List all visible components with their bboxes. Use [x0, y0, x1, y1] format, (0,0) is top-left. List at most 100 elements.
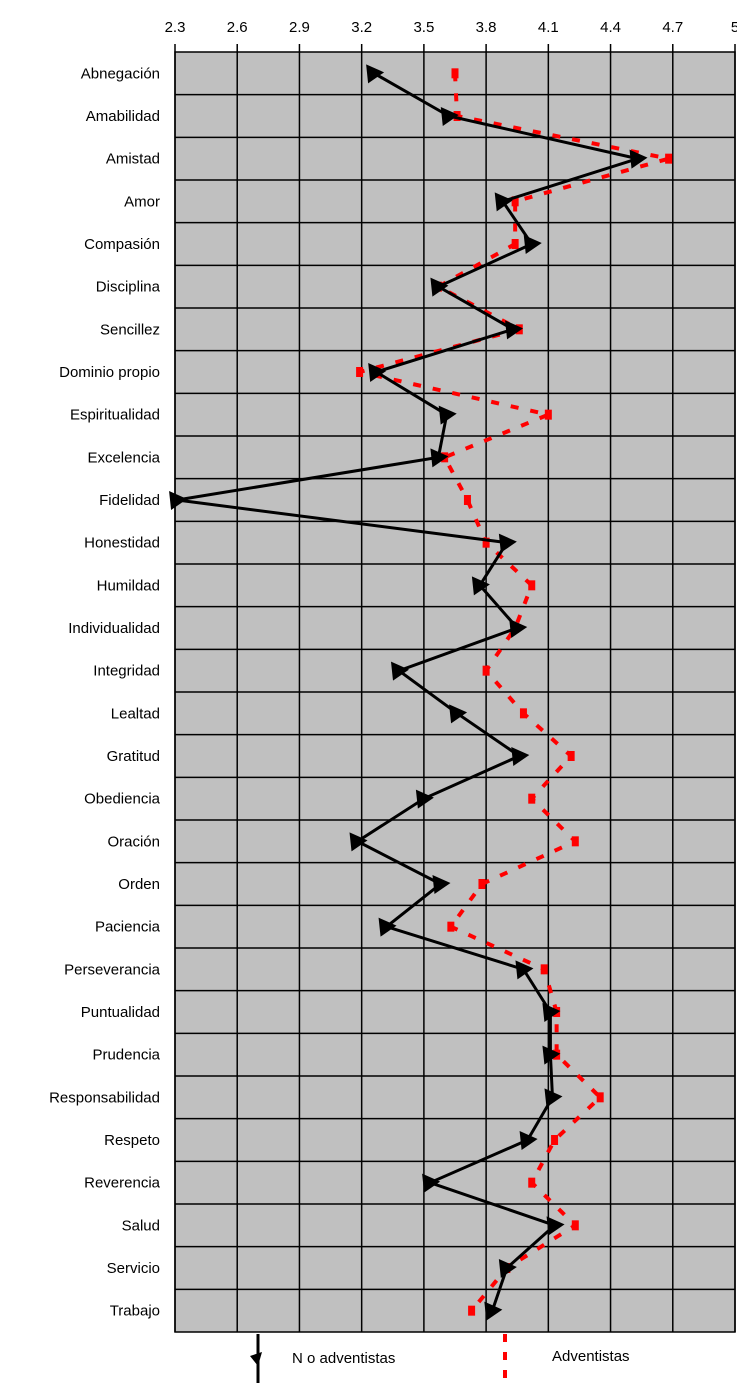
category-label-11: Honestidad	[84, 535, 160, 552]
series-line-adventistas	[359, 73, 670, 1312]
category-label-8: Espiritualidad	[70, 407, 160, 424]
x-tick-label-3: 3.2	[351, 19, 372, 36]
point-adventistas-29	[468, 1305, 476, 1316]
category-label-2: Amistad	[106, 151, 160, 168]
point-adventistas-10	[463, 495, 471, 505]
point-no-adventistas-18	[349, 832, 368, 852]
point-no-adventistas-2	[629, 149, 648, 169]
category-label-26: Reverencia	[84, 1175, 161, 1192]
x-tick-label-6: 4.1	[538, 19, 559, 36]
point-no-adventistas-26	[422, 1173, 441, 1193]
point-adventistas-26	[528, 1177, 536, 1188]
point-no-adventistas-6	[505, 320, 524, 340]
point-no-adventistas-23	[542, 1045, 561, 1065]
point-adventistas-24	[596, 1092, 604, 1103]
category-label-0: Abnegación	[81, 65, 160, 82]
point-no-adventistas-0	[366, 64, 385, 84]
x-tick-label-8: 4.7	[662, 19, 683, 36]
x-tick-label-2: 2.9	[289, 19, 310, 36]
category-label-16: Gratitud	[107, 748, 160, 765]
x-tick-label-4: 3.5	[413, 19, 434, 36]
category-label-3: Amor	[124, 193, 160, 210]
point-no-adventistas-27	[546, 1216, 565, 1236]
category-label-4: Compasión	[84, 236, 160, 253]
x-tick-label-1: 2.6	[227, 19, 248, 36]
legend-item-adventistas: Adventistas	[503, 1334, 630, 1383]
point-adventistas-20	[447, 921, 455, 932]
legend-item-no-adventistas: N o adventistas	[250, 1334, 395, 1383]
point-no-adventistas-21	[515, 960, 534, 980]
category-labels: Abnegación Amabilidad Amistad Amor Compasión…	[49, 65, 161, 1319]
category-label-5: Disciplina	[96, 279, 161, 296]
point-no-adventistas-24	[544, 1088, 563, 1108]
category-label-28: Servicio	[107, 1260, 160, 1277]
legend-marker-no-adventistas	[250, 1352, 262, 1366]
point-no-adventistas-4	[523, 235, 542, 254]
point-no-adventistas-15	[449, 704, 468, 724]
point-adventistas-15	[519, 708, 527, 719]
point-no-adventistas-1	[440, 107, 459, 126]
category-label-12: Humildad	[97, 577, 160, 594]
point-adventistas-17	[528, 793, 536, 804]
category-label-21: Perseverancia	[64, 961, 161, 978]
x-tick-label-7: 4.4	[600, 19, 621, 36]
category-label-9: Excelencia	[87, 449, 160, 466]
x-tick-label-5: 3.8	[476, 19, 497, 36]
point-adventistas-2	[665, 153, 673, 164]
x-tick-label-9: 5	[731, 19, 737, 36]
point-adventistas-7	[356, 367, 364, 377]
point-no-adventistas-16	[511, 747, 530, 766]
category-label-6: Sencillez	[100, 321, 160, 338]
category-label-7: Dominio propio	[59, 364, 160, 381]
point-adventistas-11	[482, 537, 490, 548]
category-label-23: Prudencia	[92, 1047, 160, 1064]
point-no-adventistas-20	[378, 917, 397, 937]
series-layer	[169, 64, 673, 1321]
point-adventistas-25	[551, 1135, 559, 1145]
category-label-18: Oración	[107, 833, 160, 850]
point-no-adventistas-12	[471, 576, 490, 596]
category-label-13: Individualidad	[68, 620, 160, 637]
point-adventistas-19	[478, 879, 486, 889]
point-no-adventistas-13	[509, 619, 528, 638]
category-label-1: Amabilidad	[86, 108, 160, 125]
point-no-adventistas-10	[169, 491, 188, 510]
point-adventistas-8	[544, 409, 552, 420]
point-adventistas-27	[571, 1220, 579, 1231]
category-label-27: Salud	[122, 1217, 160, 1234]
point-adventistas-14	[482, 665, 490, 676]
point-no-adventistas-14	[391, 661, 409, 681]
point-no-adventistas-22	[542, 1003, 561, 1022]
point-no-adventistas-17	[415, 789, 434, 809]
category-label-29: Trabajo	[110, 1303, 160, 1320]
point-adventistas-16	[567, 751, 575, 761]
category-label-20: Paciencia	[95, 919, 161, 936]
legend: N o adventistas Adventistas	[250, 1334, 630, 1383]
legend-label-no-adventistas: N o adventistas	[292, 1350, 395, 1367]
point-adventistas-18	[571, 836, 579, 847]
category-label-24: Responsabilidad	[49, 1089, 160, 1106]
category-label-25: Respeto	[104, 1132, 160, 1149]
point-no-adventistas-5	[430, 277, 449, 297]
point-no-adventistas-3	[494, 192, 513, 212]
point-no-adventistas-8	[438, 405, 457, 425]
point-no-adventistas-9	[430, 448, 449, 468]
point-no-adventistas-29	[484, 1301, 503, 1321]
point-adventistas-21	[540, 964, 548, 975]
x-tick-label-0: 2.3	[165, 19, 186, 36]
point-adventistas-3	[511, 196, 519, 207]
category-label-22: Puntualidad	[81, 1004, 160, 1021]
point-no-adventistas-19	[432, 875, 451, 894]
point-no-adventistas-11	[498, 533, 517, 553]
category-label-19: Orden	[118, 876, 160, 893]
point-no-adventistas-7	[368, 363, 387, 382]
point-no-adventistas-25	[519, 1131, 538, 1150]
point-adventistas-4	[511, 239, 519, 249]
x-tick-labels: 2.3 2.6 2.9 3.2 3.5 3.8 4.1 4.4 4.7 5	[165, 19, 737, 36]
point-adventistas-12	[528, 580, 536, 591]
point-adventistas-0	[451, 68, 459, 79]
legend-label-adventistas: Adventistas	[552, 1348, 630, 1365]
category-label-15: Lealtad	[111, 705, 160, 722]
category-label-10: Fidelidad	[99, 492, 160, 509]
